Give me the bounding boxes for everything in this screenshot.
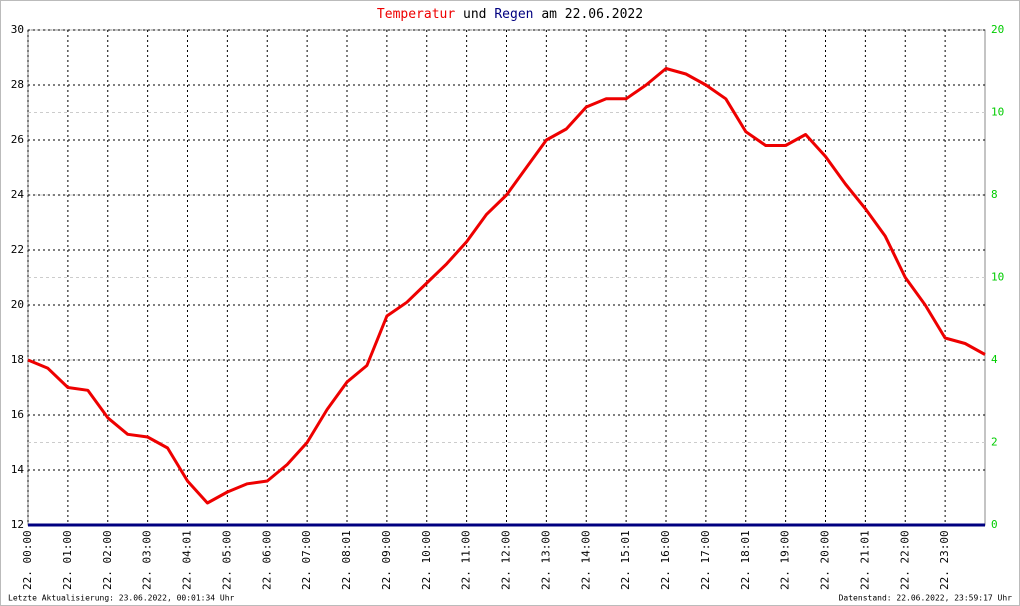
y2-tick-label: 20 [991, 23, 1004, 36]
x-tick-label: 22. 10:00 [420, 530, 433, 590]
x-tick-label: 22. 18:01 [739, 530, 752, 590]
x-tick-label: 22. 01:00 [61, 530, 74, 590]
y2-tick-label: 10 [991, 106, 1004, 119]
y-tick-label: 18 [11, 353, 24, 366]
footer-right: Datenstand: 22.06.2022, 23:59:17 Uhr [839, 594, 1013, 603]
y-tick-label: 26 [11, 133, 24, 146]
y-tick-label: 30 [11, 23, 24, 36]
x-tick-label: 22. 04:01 [181, 530, 194, 590]
plot-area [27, 29, 986, 526]
title-date: am 22.06.2022 [541, 7, 643, 22]
x-tick-label: 22. 09:00 [380, 530, 393, 590]
x-tick-label: 22. 02:00 [101, 530, 114, 590]
x-tick-label: 22. 15:01 [619, 530, 632, 590]
y-tick-label: 28 [11, 78, 24, 91]
x-tick-label: 22. 19:00 [779, 530, 792, 590]
y-tick-label: 14 [11, 463, 25, 476]
x-tick-label: 22. 21:01 [858, 530, 871, 590]
y-tick-label: 20 [11, 298, 24, 311]
x-tick-label: 22. 23:00 [938, 530, 951, 590]
x-tick-label: 22. 05:00 [220, 530, 233, 590]
y-tick-label: 24 [11, 188, 25, 201]
title-series-rain: Regen [494, 7, 533, 22]
x-tick-label: 22. 13:00 [539, 530, 552, 590]
y-tick-label: 12 [11, 518, 24, 531]
x-tick-label: 22. 03:00 [141, 530, 154, 590]
x-tick-label: 22. 06:00 [260, 530, 273, 590]
x-tick-label: 22. 20:00 [819, 530, 832, 590]
y2-tick-label: 8 [991, 188, 998, 201]
chart-title: Temperatur und Regen am 22.06.2022 [377, 7, 643, 22]
x-tick-label: 22. 14:00 [579, 530, 592, 590]
x-tick-label: 22. 22:00 [898, 530, 911, 590]
y2-tick-label: 10 [991, 271, 1004, 284]
title-joiner: und [463, 7, 486, 22]
x-tick-label: 22. 12:00 [500, 530, 513, 590]
series-line [27, 67, 986, 505]
y2-tick-label: 4 [991, 353, 998, 366]
footer-left: Letzte Aktualisierung: 23.06.2022, 00:01… [8, 594, 235, 603]
y-tick-label: 22 [11, 243, 24, 256]
x-tick-label: 22. 00:00 [21, 530, 34, 590]
y-tick-label: 16 [11, 408, 24, 421]
y2-tick-label: 2 [991, 436, 998, 449]
x-tick-label: 22. 17:00 [699, 530, 712, 590]
title-series-temp: Temperatur [377, 7, 455, 22]
y2-tick-label: 0 [991, 518, 998, 531]
x-tick-label: 22. 16:00 [659, 530, 672, 590]
x-tick-label: 22. 08:01 [340, 530, 353, 590]
x-tick-label: 22. 07:00 [300, 530, 313, 590]
x-tick-label: 22. 11:00 [460, 530, 473, 590]
